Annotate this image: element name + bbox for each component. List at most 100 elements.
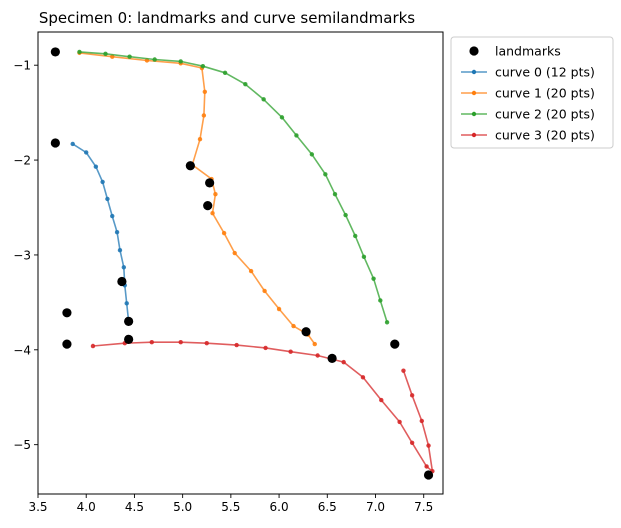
- landmark-point: [124, 334, 134, 344]
- series-point-curve-2: [353, 233, 358, 239]
- series-point-curve-0: [117, 247, 123, 253]
- x-tick-label: 3.5: [28, 500, 47, 514]
- series-point-curve-2: [361, 254, 367, 260]
- series-point-curve-0: [105, 196, 110, 202]
- series-point-curve-2: [127, 54, 132, 59]
- landmark-point: [205, 178, 215, 188]
- series-point-curve-3: [149, 340, 154, 345]
- series-point-curve-0: [84, 150, 89, 155]
- y-tick-label: −2: [13, 154, 31, 168]
- series-point-curve-2: [222, 70, 228, 75]
- series-point-curve-2: [152, 57, 157, 62]
- landmark-point: [423, 470, 434, 480]
- plot-frame: [37, 31, 444, 495]
- landmark-point: [117, 276, 127, 287]
- series-point-curve-1: [262, 288, 267, 294]
- y-tick-label: −5: [13, 438, 31, 452]
- legend-marker-landmarks: [469, 46, 479, 56]
- series-point-curve-0: [121, 265, 127, 270]
- series-point-curve-3: [426, 443, 431, 448]
- series-point-curve-3: [178, 340, 183, 345]
- legend-label: curve 2 (20 pts): [495, 107, 595, 122]
- series-point-curve-2: [323, 172, 328, 177]
- legend-marker: [471, 132, 477, 138]
- x-tick-label: 4.0: [77, 500, 96, 514]
- x-tick-label: 6.5: [318, 500, 337, 514]
- legend: landmarks curve 0 (12 pts) curve 1 (20 pts…: [450, 36, 614, 149]
- series-point-curve-2: [243, 81, 248, 87]
- series-point-curve-2: [279, 115, 285, 120]
- series-point-curve-2: [178, 59, 183, 64]
- chart-title: Specimen 0: landmarks and curve semiland…: [39, 9, 415, 27]
- legend-label: curve 3 (20 pts): [495, 128, 595, 143]
- x-tick-label: 4.5: [125, 500, 144, 514]
- series-point-curve-1: [202, 89, 208, 94]
- series-point-curve-3: [424, 464, 429, 469]
- x-tick-label: 5.0: [173, 500, 192, 514]
- series-point-curve-2: [343, 212, 348, 218]
- series-point-curve-0: [93, 164, 99, 169]
- series-point-curve-3: [341, 359, 346, 365]
- series-point-curve-3: [419, 418, 424, 424]
- series-point-curve-1: [110, 54, 115, 59]
- series-point-curve-0: [124, 301, 129, 306]
- landmark-point: [62, 308, 72, 318]
- series-point-curve-1: [248, 268, 254, 274]
- landmark-point: [50, 47, 60, 57]
- landmark-point: [62, 339, 72, 349]
- series-point-curve-3: [397, 419, 402, 425]
- legend-marker: [471, 69, 477, 75]
- series-line-curve-0: [72, 143, 130, 322]
- series-point-curve-2: [103, 51, 108, 57]
- series-point-curve-1: [312, 341, 317, 347]
- x-tick-label: 5.5: [221, 500, 240, 514]
- series-point-curve-2: [309, 152, 315, 157]
- y-tick-label: −1: [13, 59, 31, 73]
- series-point-curve-1: [221, 230, 227, 236]
- series-point-curve-2: [77, 49, 82, 55]
- landmark-point: [185, 161, 195, 171]
- y-tick-label: −3: [13, 248, 31, 262]
- landmark-point: [124, 316, 134, 326]
- legend-marker: [471, 90, 477, 96]
- legend-label: curve 1 (20 pts): [495, 86, 595, 101]
- landmark-point: [203, 201, 213, 211]
- legend-label: curve 0 (12 pts): [495, 65, 595, 80]
- series-point-curve-1: [213, 192, 218, 197]
- series-point-curve-0: [100, 179, 105, 185]
- landmark-point: [327, 353, 337, 363]
- legend-marker: [471, 111, 477, 117]
- series-line-curve-3: [92, 341, 434, 473]
- series-point-curve-2: [378, 298, 383, 303]
- series-point-curve-2: [332, 192, 338, 197]
- series-point-curve-3: [288, 349, 293, 354]
- series-point-curve-3: [401, 368, 406, 373]
- y-tick-label: −4: [13, 343, 31, 357]
- series-point-curve-0: [114, 229, 120, 235]
- series-point-curve-3: [409, 440, 415, 445]
- landmark-point: [390, 339, 400, 349]
- series-point-curve-3: [234, 342, 239, 348]
- series-point-curve-1: [197, 136, 203, 142]
- series-point-curve-2: [261, 97, 266, 102]
- legend-box: [450, 36, 614, 149]
- series-point-curve-3: [263, 345, 268, 351]
- series-point-curve-3: [409, 393, 415, 398]
- x-tick-label: 6.0: [270, 500, 289, 514]
- series-point-curve-0: [70, 141, 75, 147]
- x-axis: 3.5 4.0 4.5 5.0 5.5 6.0 6.5 7.0 7.5: [28, 494, 433, 514]
- series-point-curve-3: [315, 353, 320, 358]
- series-point-curve-1: [201, 113, 207, 118]
- legend-label: landmarks: [495, 44, 561, 59]
- series-point-curve-2: [200, 63, 206, 69]
- series-point-curve-3: [90, 343, 96, 349]
- plot-area: [50, 47, 435, 480]
- series-point-curve-1: [232, 250, 237, 256]
- x-tick-label: 7.0: [366, 500, 385, 514]
- series-point-curve-1: [276, 306, 282, 312]
- y-axis: −1 −2 −3 −4 −5: [13, 59, 38, 452]
- series-point-curve-3: [360, 375, 366, 380]
- series-point-curve-2: [384, 320, 390, 325]
- series-line-curve-1: [79, 52, 316, 345]
